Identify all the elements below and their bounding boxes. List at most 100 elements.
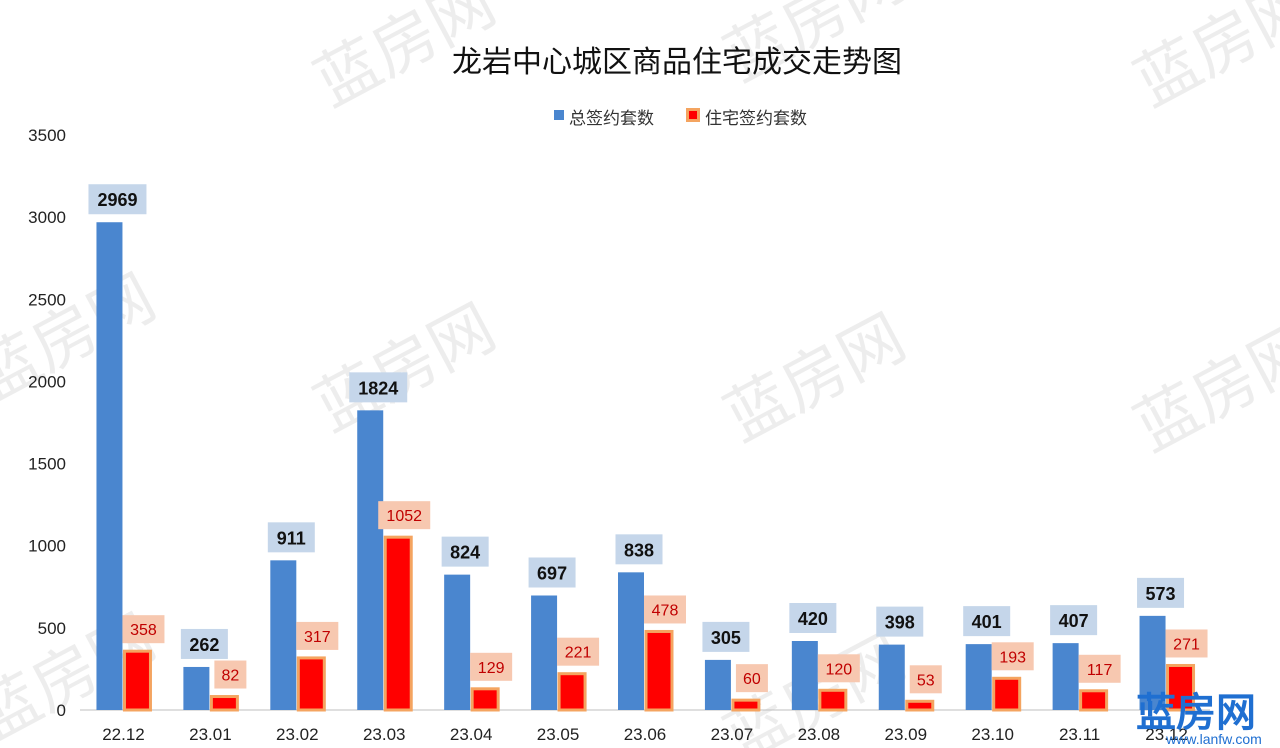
bars-layer (96, 222, 1196, 712)
watermark-text: 蓝房网 (713, 301, 917, 456)
bar-total (444, 574, 471, 710)
watermark-text: 蓝房网 (1123, 311, 1280, 466)
bar-residential (557, 672, 587, 712)
y-tick-label: 0 (57, 701, 66, 720)
data-label-residential-bg (1078, 654, 1121, 683)
data-label-total-bg (1137, 577, 1185, 608)
x-tick-label: 23.04 (450, 725, 493, 744)
data-label-residential-bg (296, 621, 339, 650)
data-label-residential: 117 (1087, 662, 1113, 679)
data-label-residential-bg (470, 652, 513, 681)
x-tick-label: 23.03 (363, 725, 406, 744)
data-label-total-bg (180, 628, 228, 659)
data-label-total-bg (963, 606, 1011, 637)
data-label-residential-bg (909, 665, 942, 694)
data-label-residential: 82 (221, 668, 239, 685)
bar-total (791, 641, 818, 710)
data-label-residential-bg (1165, 629, 1208, 658)
data-label-residential-bg (557, 637, 600, 666)
bar-residential (296, 656, 326, 712)
x-tick-label: 23.08 (798, 725, 841, 744)
y-tick-label: 2500 (28, 290, 66, 309)
bar-residential (905, 699, 935, 712)
data-label-total: 573 (1146, 584, 1176, 604)
bar-total (1052, 643, 1079, 710)
x-tick-label: 23.07 (711, 725, 754, 744)
x-tick-label: 23.10 (971, 725, 1014, 744)
logo-main-text: 蓝房网 (1136, 690, 1256, 736)
data-label-total-bg (528, 557, 576, 588)
bar-residential (1166, 663, 1196, 712)
data-label-total-bg (615, 534, 663, 565)
bar-residential (122, 649, 152, 712)
data-label-residential: 221 (565, 645, 592, 662)
bar-total (878, 644, 905, 710)
data-label-residential: 53 (917, 672, 935, 689)
y-tick-label: 2000 (28, 372, 66, 391)
x-axis: 22.12 23.01 23.02 23.03 23.04 23.05 23.06 23.07… (102, 725, 1188, 744)
data-label-total: 401 (972, 612, 1002, 632)
data-label-residential-bg (378, 501, 431, 530)
bar-residential (644, 629, 674, 712)
x-tick-label: 23.02 (276, 725, 319, 744)
data-label-total-bg (789, 603, 837, 633)
bar-residential (383, 535, 413, 712)
legend-swatch-total (554, 110, 564, 120)
data-label-total: 1824 (358, 378, 398, 398)
data-label-residential: 193 (999, 649, 1026, 666)
bar-total (618, 572, 644, 710)
bar-total (357, 410, 384, 710)
x-tick-label: 23.09 (884, 725, 927, 744)
logo: 蓝房网 www.lanfw.com (1136, 690, 1262, 747)
data-label-residential: 60 (743, 671, 761, 688)
x-tick-label: 22.12 (102, 725, 145, 744)
bar-total (965, 644, 992, 710)
y-tick-label: 1000 (28, 537, 66, 556)
data-label-total: 398 (885, 613, 915, 633)
bar-residential (470, 687, 500, 712)
data-label-residential: 271 (1173, 636, 1200, 653)
data-label-residential: 1052 (386, 508, 422, 525)
x-tick-label: 23.12 (1145, 725, 1188, 744)
data-label-residential: 358 (130, 622, 157, 639)
x-tick-label: 23.06 (624, 725, 667, 744)
x-tick-label: 23.05 (537, 725, 580, 744)
y-tick-label: 3000 (28, 208, 66, 227)
data-label-total-bg (1050, 605, 1098, 636)
legend-swatch-residential (689, 111, 697, 119)
bar-total (704, 659, 731, 710)
y-tick-label: 3500 (28, 126, 66, 145)
data-label-residential: 478 (652, 602, 679, 619)
data-label-residential-bg (817, 654, 860, 683)
data-label-total-bg (876, 606, 924, 637)
legend: 总签约套数 住宅签约套数 (554, 108, 807, 129)
data-label-total-bg (88, 184, 147, 215)
bar-total (183, 666, 210, 710)
legend-label-total: 总签约套数 (569, 109, 654, 129)
bar-residential (992, 676, 1022, 712)
data-label-total: 305 (711, 628, 741, 648)
data-label-total-bg (441, 536, 489, 567)
legend-label-residential: 住宅签约套数 (705, 109, 807, 129)
chart-title: 龙岩中心城区商品住宅成交走势图 (452, 45, 902, 80)
data-label-residential-bg (735, 664, 768, 693)
bar-total (1139, 615, 1166, 710)
data-label-total-bg (349, 372, 408, 403)
logo-sub-text: www.lanfw.com (1165, 731, 1262, 747)
data-label-total: 838 (624, 540, 654, 560)
data-label-total-bg (702, 621, 750, 652)
x-tick-label: 23.01 (189, 725, 232, 744)
data-label-total: 407 (1059, 611, 1089, 631)
data-label-total: 262 (189, 635, 219, 655)
bar-total (531, 595, 558, 710)
data-label-total-bg (267, 522, 315, 553)
data-label-residential-bg (644, 595, 686, 624)
y-tick-label: 500 (38, 619, 66, 638)
data-label-residential: 120 (825, 661, 852, 678)
y-tick-label: 1500 (28, 455, 66, 474)
y-axis: 0 500 1000 1500 2000 2500 3000 3500 (28, 126, 66, 720)
data-label-residential: 317 (304, 629, 331, 646)
data-label-residential-bg (991, 642, 1034, 671)
